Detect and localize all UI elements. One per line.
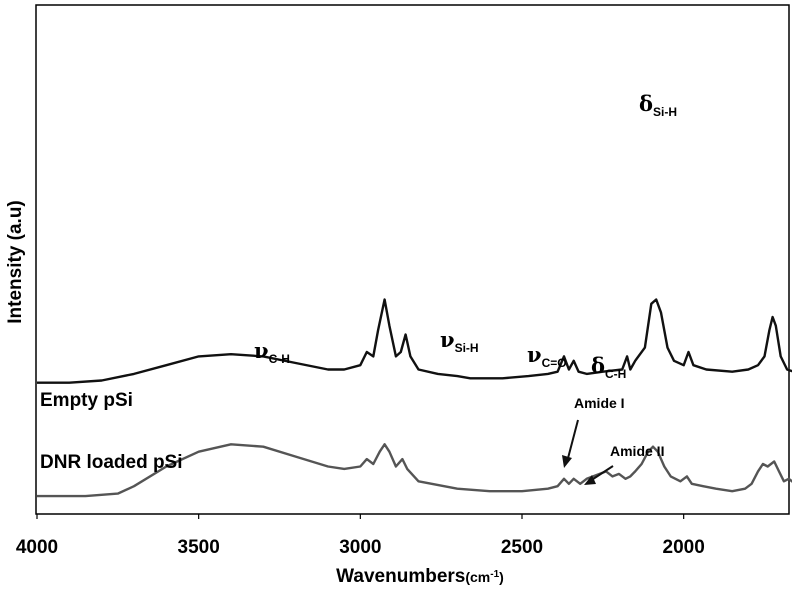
amide-i-label: Amide I [574,395,625,411]
x-axis-unit: (cm-1) [465,569,503,586]
peak-annotation: νC=O [527,342,567,370]
amide-i-annotation: Amide I [562,395,625,468]
peak-annotation: δSi-H [639,91,677,119]
peak-annotation: νC-H [254,338,290,366]
series-layer [37,298,792,498]
x-tick-label: 2500 [501,537,543,558]
x-tick-label: 4000 [16,537,58,558]
x-tick-labels: 4000350030002500200015001000 [16,514,705,558]
x-axis-title: Wavenumbers(cm-1) [336,566,504,587]
peak-annotations: νC-H νSi-H νC=O δC-H δSi-H [254,91,677,381]
amide-ii-arrow [589,465,614,482]
series-label-dnr-loaded-psi: DNR loaded pSi [40,452,183,473]
series-label-empty-psi: Empty pSi [40,390,133,411]
peak-annotation: δC-H [591,353,626,381]
amide-ii-label: Amide II [610,443,664,459]
amide-i-arrowhead [562,455,572,468]
y-axis-title: Intensity (a.u) [5,200,26,324]
x-tick-label: 3000 [339,537,381,558]
series-line-dnr-loaded-psi [37,443,792,498]
amide-i-arrow [566,419,579,463]
x-axis-title-text: Wavenumbers [336,566,465,587]
plot-frame [35,4,790,515]
amide-ii-arrowhead [584,475,596,485]
x-tick-label: 3500 [178,537,220,558]
series-line-empty-psi [37,298,792,384]
x-tick-label: 2000 [663,537,705,558]
amide-ii-annotation: Amide II [584,443,664,485]
peak-annotation: νSi-H [440,327,479,355]
